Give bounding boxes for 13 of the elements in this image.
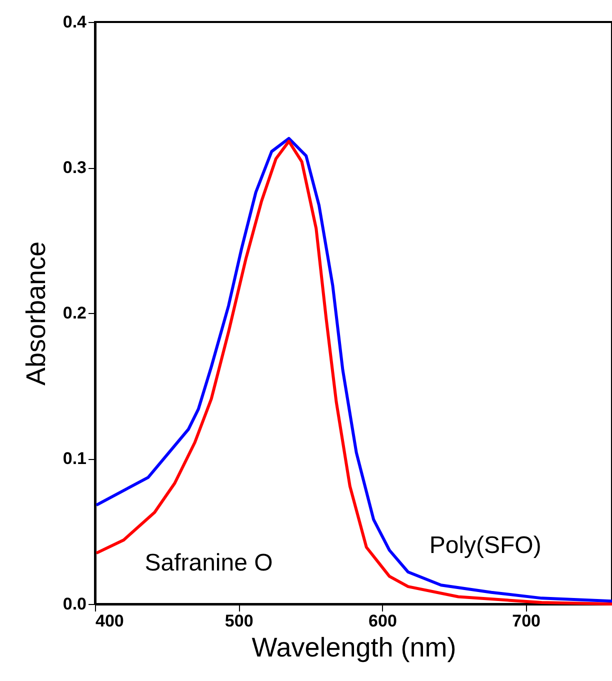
series-label: Safranine O [144,549,273,576]
y-tick-label: 0.1 [62,449,86,468]
x-tick-label: 700 [512,612,541,630]
y-tick-label: 0.0 [62,594,86,614]
x-tick-label: 500 [224,612,254,630]
x-axis-title: Wavelength (nm) [252,632,456,662]
y-axis-title: Absorbance [20,241,51,386]
x-tick-label: 400 [96,612,124,630]
y-tick-label: 0.2 [62,304,86,322]
y-tick-label: 0.4 [62,12,88,32]
series-label: Poly(SFO) [429,532,542,559]
y-tick-label: 0.3 [62,158,86,177]
x-tick-label: 600 [368,612,397,630]
